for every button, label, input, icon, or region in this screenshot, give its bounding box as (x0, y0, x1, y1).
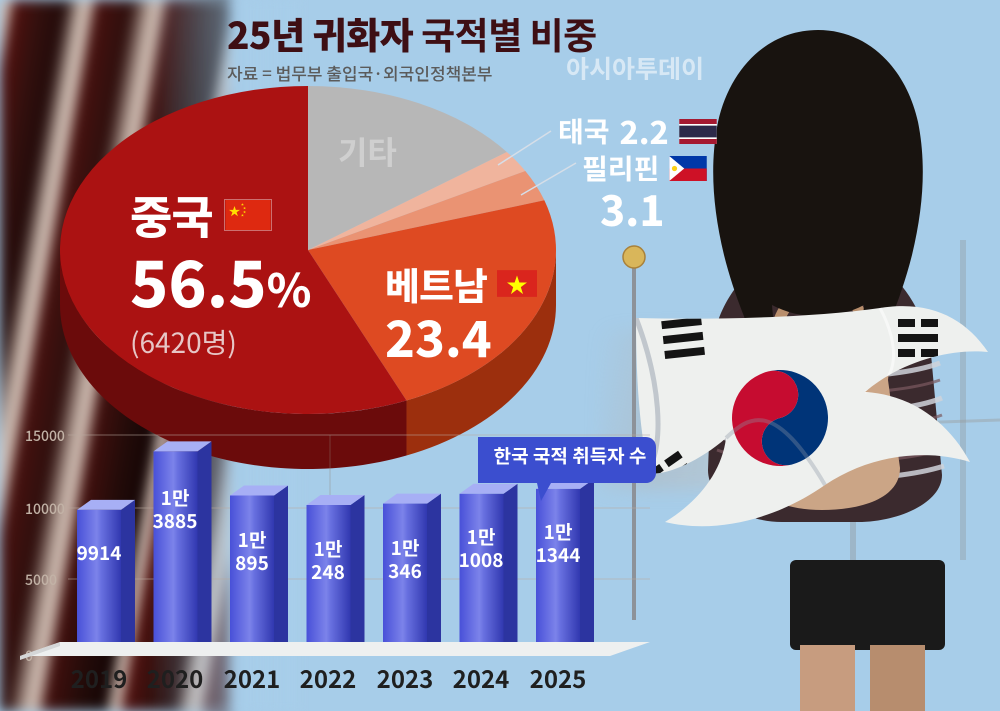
svg-text:895: 895 (235, 549, 269, 576)
svg-text:2022: 2022 (300, 660, 357, 695)
svg-text:2019: 2019 (71, 660, 128, 695)
svg-text:1344: 1344 (536, 541, 581, 568)
svg-text:한국 국적 취득자 수: 한국 국적 취득자 수 (494, 442, 647, 469)
svg-text:10000: 10000 (25, 499, 65, 519)
svg-text:2025: 2025 (530, 660, 587, 695)
svg-text:248: 248 (311, 558, 345, 585)
svg-text:2021: 2021 (224, 660, 281, 695)
svg-text:15000: 15000 (25, 426, 65, 446)
svg-text:5000: 5000 (25, 570, 57, 590)
svg-text:3885: 3885 (153, 507, 198, 534)
svg-text:2020: 2020 (147, 660, 204, 695)
svg-text:346: 346 (388, 557, 422, 584)
svg-text:1008: 1008 (459, 546, 504, 573)
svg-text:9914: 9914 (77, 539, 122, 566)
svg-text:2023: 2023 (377, 660, 434, 695)
svg-text:2024: 2024 (453, 660, 510, 695)
